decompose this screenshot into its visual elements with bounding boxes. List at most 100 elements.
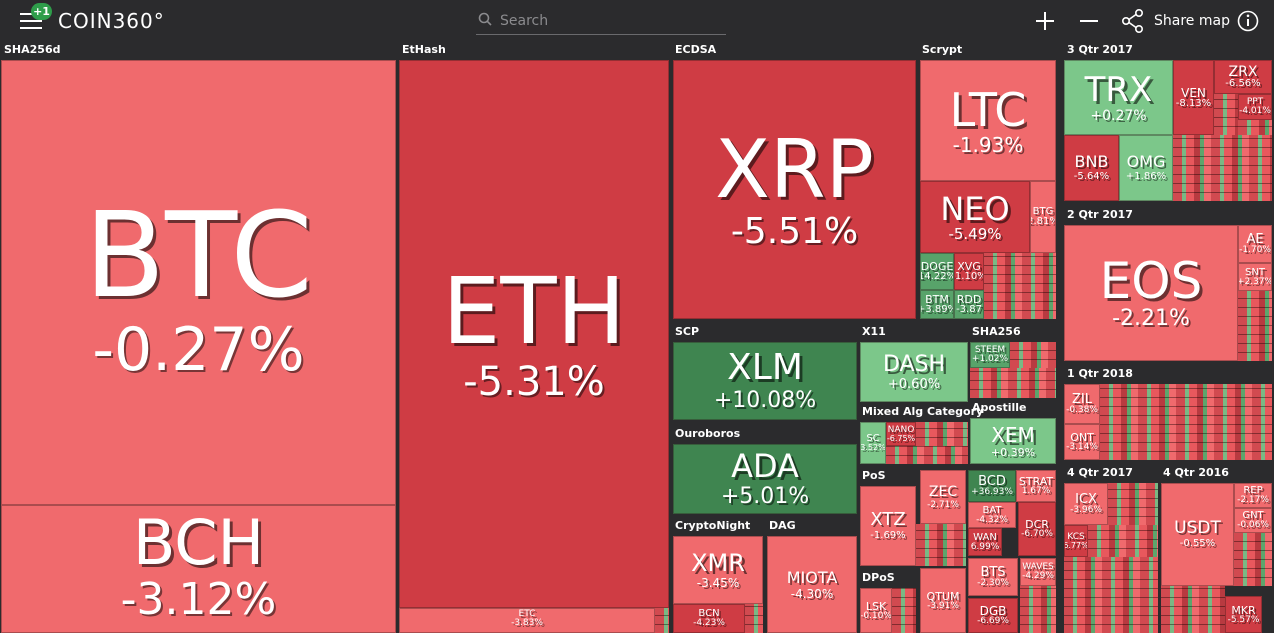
- coin-tile-btc[interactable]: BTC -0.27%: [1, 60, 396, 505]
- region-scp: SCP: [675, 325, 700, 338]
- coin-symbol: LTC: [949, 82, 1027, 137]
- small-coins-mosaic[interactable]: [984, 253, 1056, 319]
- coin-tile-icx[interactable]: ICX -3.96%: [1064, 483, 1108, 525]
- coin-tile-ltc[interactable]: LTC -1.93%: [920, 60, 1056, 181]
- app-logo[interactable]: COIN360°: [58, 9, 165, 33]
- coin-tile-strat[interactable]: STRAT 1.67%: [1016, 470, 1056, 502]
- coin-tile-etc[interactable]: ETC -3.83%: [399, 608, 655, 633]
- coin-tile-ppt[interactable]: PPT -4.01%: [1238, 94, 1272, 120]
- coin-tile-dash[interactable]: DASH +0.60%: [860, 342, 968, 402]
- share-map-label[interactable]: Share map: [1154, 13, 1230, 29]
- coin-tile-bts[interactable]: BTS -2.30%: [968, 558, 1018, 596]
- coin-tile-ada[interactable]: ADA +5.01%: [673, 444, 857, 514]
- coin-symbol: XMR: [691, 549, 745, 577]
- coin-change: -3.14%: [1066, 442, 1098, 452]
- coin-tile-zrx[interactable]: ZRX -6.56%: [1214, 60, 1272, 94]
- coin-tile-rep[interactable]: REP -2.17%: [1234, 483, 1272, 508]
- coin-change: +2.37%: [1238, 276, 1272, 287]
- coin-tile-steem[interactable]: STEEM +1.02%: [970, 342, 1010, 368]
- small-coins-mosaic[interactable]: [970, 368, 1056, 398]
- coin-symbol: BTM: [925, 293, 949, 306]
- coin-symbol: BNB: [1074, 152, 1109, 171]
- coin-tile-bcn[interactable]: BCN -4.23%: [673, 604, 745, 633]
- coin-tile-bcd[interactable]: BCD +36.93%: [968, 470, 1016, 502]
- coin-tile-xmr[interactable]: XMR -3.45%: [673, 536, 763, 604]
- search-icon: [478, 12, 492, 26]
- small-coins-mosaic[interactable]: [1088, 525, 1158, 557]
- coin-change: -5.49%: [948, 224, 1002, 243]
- small-coins-mosaic[interactable]: [1108, 483, 1158, 525]
- coin-tile-ven[interactable]: VEN -8.13%: [1173, 60, 1214, 135]
- coin-tile-rdd[interactable]: RDD -3.87: [954, 290, 984, 319]
- coin-tile-xrp[interactable]: XRP -5.51%: [673, 60, 916, 319]
- coin-tile-xtz[interactable]: XTZ -1.69%: [860, 486, 916, 566]
- coin-tile-wan[interactable]: WAN 6.99%: [968, 528, 1002, 556]
- search-box[interactable]: [476, 8, 726, 35]
- coin-tile-dgb[interactable]: DGB -6.69%: [968, 598, 1018, 633]
- coin-tile-bch[interactable]: BCH -3.12%: [1, 505, 396, 633]
- coin-symbol: XTZ: [870, 509, 906, 530]
- coin-tile-zec[interactable]: ZEC -2.71%: [920, 470, 966, 524]
- small-coins-mosaic[interactable]: [745, 604, 763, 633]
- small-coins-mosaic[interactable]: [1173, 135, 1272, 201]
- coin-tile-ae[interactable]: AE -1.70%: [1238, 225, 1272, 263]
- small-coins-mosaic[interactable]: [1100, 384, 1272, 460]
- coin-tile-snt[interactable]: SNT +2.37%: [1238, 263, 1272, 291]
- small-coins-mosaic[interactable]: [1238, 291, 1272, 361]
- coin-tile-kcs[interactable]: KCS 6.77%: [1064, 525, 1088, 557]
- coin-tile-sc[interactable]: SC 3.52%: [860, 422, 886, 464]
- small-coins-mosaic[interactable]: [655, 608, 669, 633]
- minus-icon[interactable]: [1078, 8, 1100, 34]
- coin-tile-usdt[interactable]: USDT -0.55%: [1161, 483, 1234, 586]
- share-icon[interactable]: [1121, 8, 1145, 34]
- region-sha256d: SHA256d: [4, 43, 61, 56]
- coin-tile-zil[interactable]: ZIL -0.38%: [1064, 384, 1100, 424]
- notification-badge[interactable]: +1: [31, 3, 52, 20]
- coin-tile-xem[interactable]: XEM +0.39%: [970, 418, 1056, 464]
- coin-symbol: BAT: [982, 504, 1002, 516]
- small-coins-mosaic[interactable]: [1238, 120, 1272, 135]
- coin-tile-waves[interactable]: WAVES -4.29%: [1020, 558, 1056, 586]
- coin-symbol: WAVES: [1022, 562, 1054, 572]
- coin-tile-trx[interactable]: TRX +0.27%: [1064, 60, 1173, 135]
- coin-tile-eos[interactable]: EOS -2.21%: [1064, 225, 1238, 361]
- coin-tile-nano[interactable]: NANO -6.75%: [886, 422, 916, 446]
- coin-tile-dcr[interactable]: DCR -6.70%: [1018, 502, 1056, 556]
- small-coins-mosaic[interactable]: [1064, 557, 1158, 633]
- small-coins-mosaic[interactable]: [916, 524, 966, 566]
- coin-tile-neo[interactable]: NEO -5.49%: [920, 181, 1030, 253]
- plus-icon[interactable]: [1034, 8, 1056, 34]
- small-coins-mosaic[interactable]: [1020, 586, 1056, 633]
- info-icon[interactable]: [1237, 8, 1259, 34]
- coin-symbol: ADA: [731, 447, 799, 485]
- coin-tile-qtum[interactable]: QTUM -3.91%: [920, 568, 966, 633]
- coin-tile-omg[interactable]: OMG +1.86%: [1119, 135, 1173, 201]
- search-input[interactable]: [498, 10, 722, 32]
- coin-tile-bat[interactable]: BAT -4.32%: [968, 502, 1016, 528]
- coin-tile-mkr[interactable]: MKR -5.57%: [1225, 596, 1262, 633]
- coin-tile-bnb[interactable]: BNB -5.64%: [1064, 135, 1119, 201]
- small-coins-mosaic[interactable]: [1214, 94, 1238, 135]
- coin-change: +0.39%: [990, 445, 1036, 459]
- coin-tile-btg[interactable]: BTG 2.81%: [1030, 181, 1056, 253]
- small-coins-mosaic[interactable]: [1010, 342, 1056, 368]
- small-coins-mosaic[interactable]: [916, 422, 968, 446]
- small-coins-mosaic[interactable]: [892, 588, 916, 633]
- coin-change: 6.77%: [1064, 540, 1088, 550]
- coin-tile-gnt[interactable]: GNT -0.06%: [1234, 508, 1272, 533]
- small-coins-mosaic[interactable]: [1234, 533, 1272, 586]
- coin-tile-xlm[interactable]: XLM +10.08%: [673, 342, 857, 420]
- coin-change: +0.27%: [1090, 107, 1147, 124]
- coin-tile-btm[interactable]: BTM +3.89%: [920, 290, 954, 319]
- region-apostille: Apostille: [972, 401, 1027, 414]
- coin-change: -4.30%: [790, 586, 834, 601]
- coin-tile-doge[interactable]: DOGE 14.22%: [920, 253, 954, 290]
- small-coins-mosaic[interactable]: [1161, 586, 1225, 633]
- small-coins-mosaic[interactable]: [886, 446, 968, 464]
- coin-tile-eth[interactable]: ETH -5.31%: [399, 60, 669, 608]
- coin-tile-ont[interactable]: ONT -3.14%: [1064, 424, 1100, 460]
- coin-tile-miota[interactable]: MIOTA -4.30%: [767, 536, 857, 633]
- coin-tile-lsk[interactable]: LSK -0.10%: [860, 588, 892, 633]
- coin-change: -1.69%: [870, 530, 906, 541]
- coin-tile-xvg[interactable]: XVG -1.10%: [954, 253, 984, 290]
